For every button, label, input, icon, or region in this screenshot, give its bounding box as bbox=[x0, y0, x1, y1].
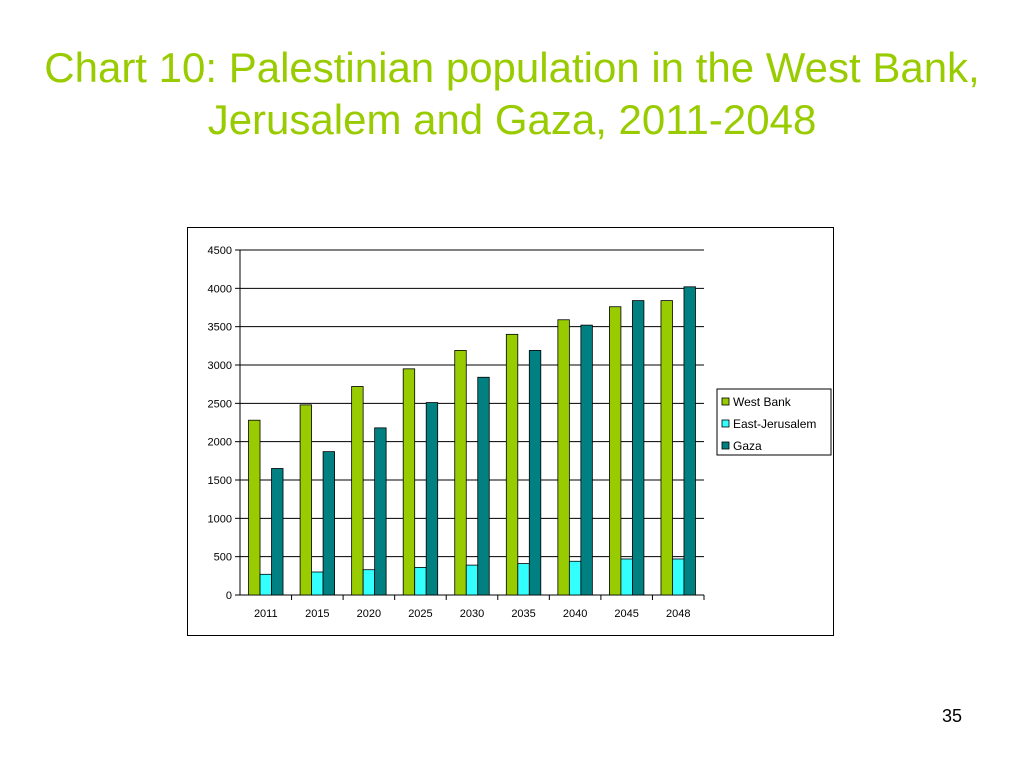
bar-west-bank bbox=[609, 306, 622, 596]
bar-gaza bbox=[271, 468, 284, 596]
bar-west-bank bbox=[505, 333, 519, 596]
y-tick-label: 0 bbox=[226, 590, 232, 602]
bar-east-jerusalem bbox=[672, 558, 685, 596]
y-tick-label: 3000 bbox=[208, 360, 232, 372]
page-number: 35 bbox=[941, 706, 962, 726]
bar-gaza bbox=[374, 427, 387, 596]
x-tick-label: 2048 bbox=[666, 608, 690, 620]
y-tick-label: 1000 bbox=[208, 513, 232, 525]
y-tick-label: 4000 bbox=[208, 283, 232, 295]
legend-label: Gaza bbox=[733, 439, 762, 453]
x-tick-label: 2011 bbox=[254, 608, 278, 620]
y-tick-label: 1500 bbox=[208, 475, 232, 487]
bar-east-jerusalem bbox=[259, 573, 272, 596]
slide-title: Chart 10: Palestinian population in the … bbox=[44, 44, 980, 143]
bar-gaza bbox=[528, 350, 542, 596]
bar-gaza bbox=[683, 286, 696, 596]
x-tick-label: 2040 bbox=[563, 608, 587, 620]
bar-west-bank bbox=[248, 419, 261, 596]
bar-west-bank bbox=[351, 386, 364, 596]
bar-west-bank bbox=[454, 350, 467, 596]
bar-west-bank bbox=[660, 300, 673, 596]
legend-box bbox=[716, 388, 832, 456]
legend-label: East-Jerusalem bbox=[733, 417, 816, 431]
bar-east-jerusalem bbox=[362, 569, 376, 596]
bar-east-jerusalem bbox=[465, 564, 479, 596]
bar-gaza bbox=[477, 376, 490, 596]
y-tick-label: 4500 bbox=[208, 245, 232, 257]
y-tick-label: 2000 bbox=[208, 437, 232, 449]
bar-east-jerusalem bbox=[568, 560, 582, 596]
bar-east-jerusalem bbox=[620, 558, 633, 596]
bar-gaza bbox=[580, 324, 593, 596]
x-tick-label: 2045 bbox=[614, 608, 638, 620]
y-tick-label: 2500 bbox=[208, 398, 232, 410]
legend-label: West Bank bbox=[733, 395, 792, 409]
bar-east-jerusalem bbox=[311, 571, 324, 596]
x-tick-label: 2035 bbox=[511, 608, 535, 620]
chart-frame: 0 500 1000 1500 2000 2500 3000 3500 4000 4500 2011… bbox=[187, 227, 834, 636]
x-tick-label: 2030 bbox=[460, 608, 484, 620]
bar-gaza bbox=[322, 451, 335, 596]
legend-swatch bbox=[721, 397, 730, 406]
legend-swatch bbox=[721, 419, 730, 428]
x-tick-label: 2020 bbox=[357, 608, 381, 620]
x-tick-label: 2025 bbox=[408, 608, 432, 620]
bar-gaza bbox=[632, 300, 645, 596]
bar-west-bank bbox=[299, 404, 312, 596]
bar-west-bank bbox=[557, 319, 570, 596]
legend-swatch bbox=[721, 441, 730, 450]
y-tick-label: 3500 bbox=[208, 322, 232, 334]
y-tick-label: 500 bbox=[214, 552, 232, 564]
bar-east-jerusalem bbox=[517, 563, 530, 596]
bar-west-bank bbox=[402, 368, 416, 596]
bar-gaza bbox=[425, 402, 439, 596]
chart-svg: 0 500 1000 1500 2000 2500 3000 3500 4000 4500 2011… bbox=[208, 245, 832, 620]
bar-east-jerusalem bbox=[414, 566, 427, 596]
plot-area bbox=[240, 250, 704, 595]
x-tick-label: 2015 bbox=[305, 608, 329, 620]
